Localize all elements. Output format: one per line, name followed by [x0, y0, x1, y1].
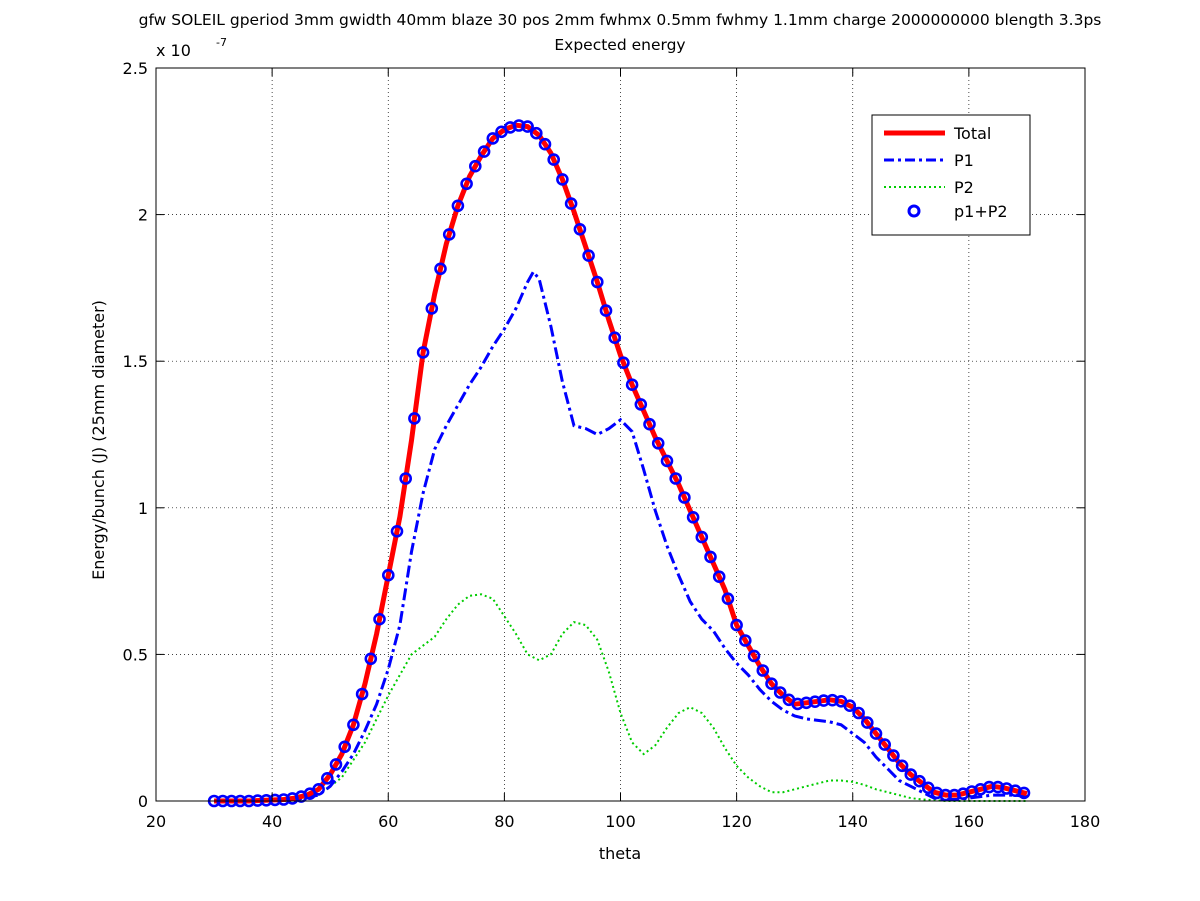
y-tick-label: 1 — [138, 499, 148, 518]
series-p1p2-point — [564, 197, 578, 210]
series-p1p2-point — [921, 781, 935, 795]
series-p1p2-point — [843, 699, 857, 713]
series-p1p2-point — [329, 758, 343, 771]
series-p1p2-point — [364, 652, 378, 666]
series-p1p2-point — [381, 568, 395, 582]
chart-subtitle: Expected energy — [554, 36, 685, 54]
series-p1p2-point — [442, 228, 456, 241]
series-p1p2-point — [869, 727, 883, 740]
x-tick-label: 160 — [954, 812, 985, 831]
series-p1p2-point — [712, 570, 726, 584]
series-p1p2-point — [547, 153, 561, 166]
series-p1p2-point — [590, 275, 604, 289]
y-exponent-label: x 10 — [156, 41, 191, 60]
series-p1p2-point — [582, 249, 595, 262]
series-p1p2-point — [556, 173, 569, 186]
series-p1p2-point — [434, 262, 447, 276]
x-tick-label: 20 — [146, 812, 166, 831]
series-p1p2-point — [895, 759, 909, 773]
series-p1p2-point — [904, 768, 918, 781]
series-p1p2-point — [347, 718, 360, 732]
x-tick-label: 40 — [262, 812, 282, 831]
series-p1p2-point — [660, 454, 674, 468]
series-p1p2-point — [416, 346, 430, 359]
series-p1-line — [214, 269, 1028, 803]
series-p1p2-point — [425, 302, 439, 315]
legend-label-p2: P2 — [954, 178, 974, 197]
series-layer — [207, 119, 1031, 808]
y-tick-label: 1.5 — [123, 352, 148, 371]
series-p1p2-point — [738, 634, 752, 647]
series-p1p2-point — [320, 771, 334, 785]
series-p1p2-point — [529, 126, 543, 140]
legend: Total P1 P2 p1+P2 — [871, 114, 1031, 236]
legend-label-total: Total — [953, 124, 991, 143]
ticks: 20 40 60 80 100 120 140 160 180 0 0.5 1 1.5 2 2.5 — [123, 59, 1101, 831]
series-p1p2-point — [538, 137, 552, 151]
series-p1p2-point — [399, 472, 413, 485]
series-p2-line — [214, 593, 1027, 802]
series-p1p2-point — [486, 132, 500, 145]
series-p1p2-point — [390, 524, 404, 538]
series-p1p2-point — [669, 472, 683, 485]
series-p1p2-point — [573, 223, 587, 236]
series-p1p2-point — [878, 738, 892, 751]
series-p1p2-point — [477, 145, 491, 158]
series-p1p2-point — [355, 687, 369, 701]
series-p1p2-point — [730, 618, 743, 632]
legend-swatch-p1p2 — [907, 204, 921, 218]
series-p1p2-point — [312, 782, 325, 796]
series-p1p2-point — [913, 774, 926, 788]
y-tick-label: 2 — [138, 206, 148, 225]
series-p1p2-point — [617, 356, 630, 370]
series-p1p2-point — [678, 491, 691, 504]
x-tick-label: 80 — [494, 812, 514, 831]
series-p1p2-point — [747, 649, 761, 663]
y-exponent-power: -7 — [216, 36, 227, 49]
series-p1p2-point — [686, 510, 700, 524]
y-tick-label: 0.5 — [123, 645, 148, 664]
series-p1p2-point — [468, 159, 482, 173]
x-tick-label: 60 — [378, 812, 398, 831]
series-p1p2-point — [651, 436, 665, 450]
series-p1p2-point — [599, 304, 613, 317]
series-p1p2-point — [521, 120, 534, 133]
series-p1p2-point — [373, 612, 386, 626]
y-tick-label: 0 — [138, 792, 148, 811]
series-p1p2-point — [852, 706, 865, 720]
series-p1p2-point — [634, 398, 648, 411]
y-axis-label: Energy/bunch (J) (25mm diameter) — [89, 300, 108, 580]
series-p1p2-point — [608, 331, 622, 345]
series-p1p2-point — [721, 592, 735, 606]
series-p1p2-point — [704, 550, 717, 564]
series-p1p2-point — [860, 716, 874, 729]
x-tick-label: 100 — [605, 812, 636, 831]
x-tick-label: 120 — [721, 812, 752, 831]
x-axis-label: theta — [599, 844, 641, 863]
x-tick-label: 180 — [1070, 812, 1101, 831]
legend-label-p1p2: p1+P2 — [954, 202, 1008, 221]
chart-title: gfw SOLEIL gperiod 3mm gwidth 40mm blaze… — [139, 11, 1102, 29]
series-p1p2-point — [765, 677, 778, 691]
x-tick-label: 140 — [837, 812, 868, 831]
series-p1p2-point — [695, 530, 709, 544]
y-tick-label: 2.5 — [123, 59, 148, 78]
series-p1p2-point — [643, 417, 656, 431]
series-p1p2-point — [460, 177, 473, 191]
series-p1p2-point — [408, 412, 421, 425]
legend-label-p1: P1 — [954, 151, 974, 170]
series-p1p2-point — [756, 664, 770, 677]
series-p1p2-point — [1017, 786, 1031, 800]
series-p1p2-point — [338, 740, 352, 754]
series-p1p2-point — [773, 686, 787, 699]
series-p1p2-point — [451, 199, 465, 213]
series-p1p2-point — [887, 749, 900, 762]
series-p1p2-point — [625, 378, 639, 392]
